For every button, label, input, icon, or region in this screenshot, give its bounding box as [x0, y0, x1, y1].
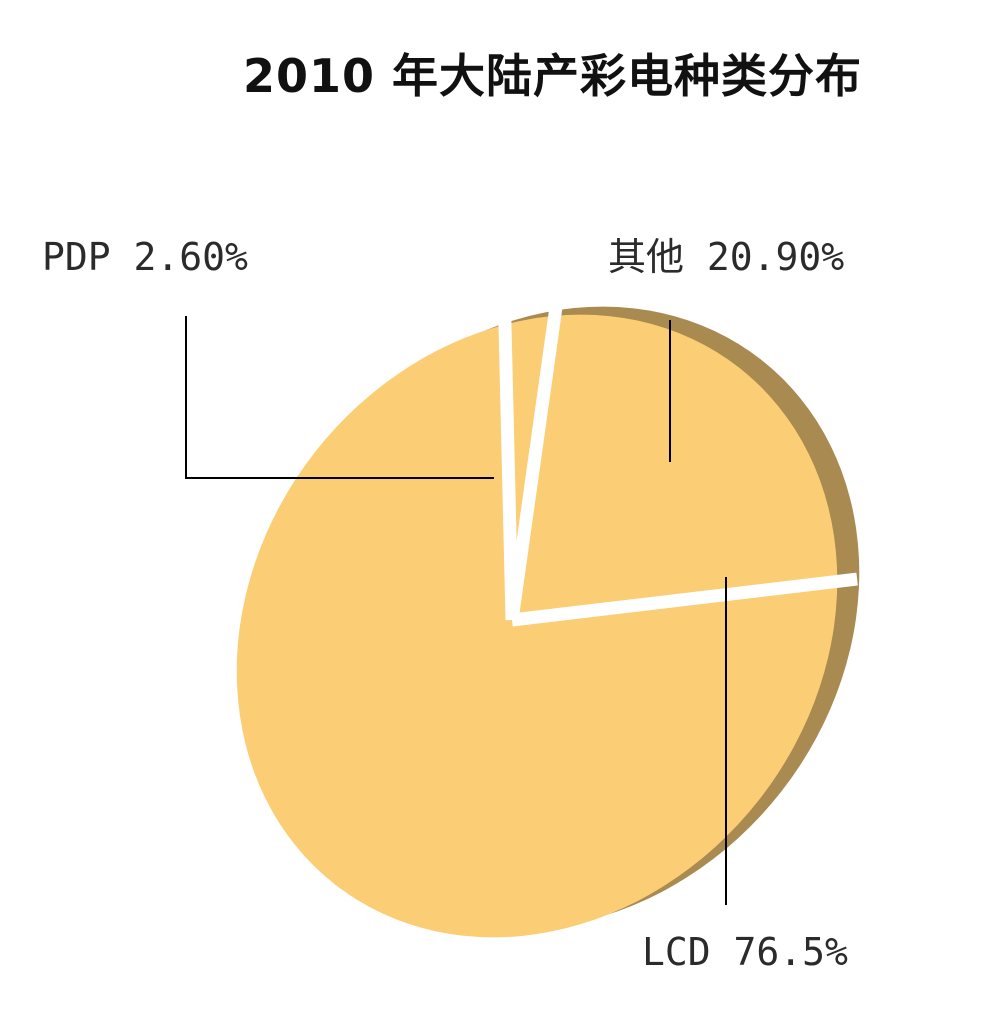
- pie-face: [236, 314, 838, 938]
- leader-line-pdp: [185, 316, 494, 479]
- slice-label-2: PDP 2.60%: [42, 235, 248, 279]
- slice-separator-1: [511, 572, 858, 627]
- slice-labels: 其他 20.90% LCD 76.5% PDP 2.60%: [42, 235, 848, 974]
- slice-label-0: 其他 20.90%: [608, 235, 844, 279]
- leader-lines: [185, 316, 727, 905]
- slice-separator-0: [505, 295, 564, 621]
- chart-title: 2010 年大陆产彩电种类分布: [242, 49, 863, 103]
- slice-label-1: LCD 76.5%: [642, 930, 848, 974]
- slice-separator-2: [498, 304, 519, 621]
- slice-separators: [498, 295, 858, 627]
